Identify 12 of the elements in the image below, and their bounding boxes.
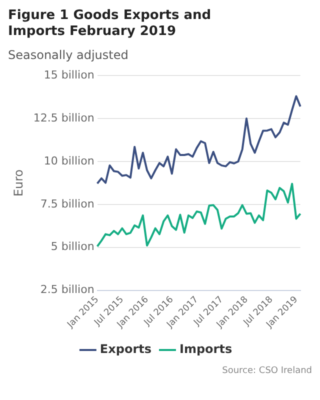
- legend-label: Imports: [179, 342, 232, 356]
- chart-title: Figure 1 Goods Exports and Imports February 2019: [8, 8, 212, 40]
- legend-label: Exports: [100, 342, 152, 356]
- source-note: Source: CSO Ireland: [221, 366, 312, 376]
- y-tick-label: 2.5 billion: [40, 283, 94, 296]
- y-tick-label: 12.5 billion: [33, 111, 94, 124]
- y-tick-label: 15 billion: [44, 68, 94, 82]
- y-axis-title: Euro: [11, 169, 26, 197]
- y-tick-label: 10 billion: [44, 154, 94, 168]
- y-tick-label: 7.5 billion: [40, 197, 94, 210]
- chart-subtitle: Seasonally adjusted: [8, 48, 130, 62]
- y-tick-label: 5 billion: [50, 240, 94, 254]
